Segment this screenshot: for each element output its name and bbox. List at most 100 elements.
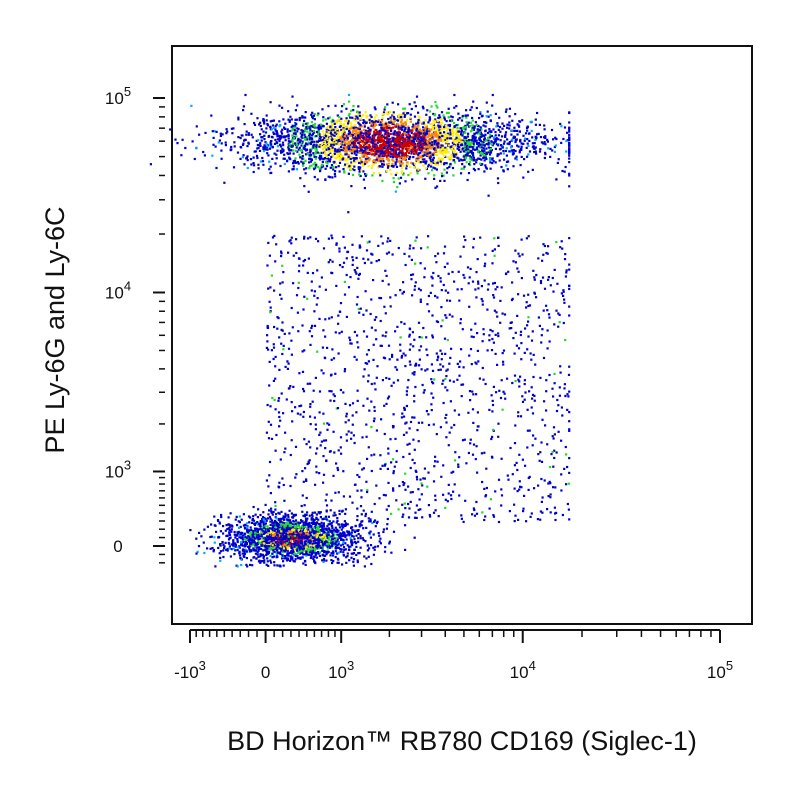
event-dot: [404, 524, 407, 527]
event-dot: [381, 179, 384, 183]
event-dot: [372, 172, 375, 175]
event-dot: [398, 127, 401, 130]
event-dot: [298, 146, 301, 149]
event-dot: [347, 153, 350, 157]
event-dot: [435, 141, 438, 144]
event-dot: [254, 552, 257, 555]
event-dot: [467, 172, 471, 175]
event-dot: [262, 556, 265, 559]
event-dot: [479, 162, 482, 165]
event-dot: [318, 158, 322, 161]
event-dot: [414, 138, 417, 141]
event-dot: [308, 165, 312, 168]
event-dot: [288, 140, 291, 143]
event-dot: [389, 133, 392, 136]
event-dot: [333, 542, 336, 545]
event-dot: [526, 155, 529, 158]
event-dot: [256, 536, 259, 539]
event-dot: [429, 110, 432, 113]
event-dot: [489, 114, 492, 117]
event-dot: [364, 162, 367, 165]
event-dot: [308, 151, 312, 154]
event-dot: [324, 550, 328, 553]
event-dot: [224, 529, 227, 532]
event-dot: [311, 133, 314, 136]
event-dot: [384, 136, 387, 139]
event-dot: [462, 141, 465, 144]
event-dot: [252, 536, 255, 539]
event-dot: [230, 530, 233, 533]
event-dot: [210, 535, 213, 538]
event-dot: [333, 132, 336, 136]
event-dot: [311, 521, 314, 524]
event-dot: [266, 557, 269, 560]
event-dot: [281, 106, 284, 109]
event-dot: [406, 150, 409, 153]
event-dot: [399, 162, 402, 165]
event-dot: [472, 154, 475, 157]
event-dot: [327, 142, 330, 145]
event-dot: [423, 123, 427, 126]
event-dot: [296, 536, 299, 539]
event-dot: [392, 116, 396, 119]
event-dot: [339, 154, 343, 157]
event-dot: [411, 127, 414, 130]
event-dot: [448, 119, 452, 122]
event-dot: [453, 126, 456, 129]
event-dot: [526, 126, 529, 129]
event-dot: [184, 146, 187, 150]
event-dot: [229, 512, 232, 515]
event-dot: [296, 130, 299, 133]
event-dot: [534, 138, 537, 141]
event-dot: [345, 117, 348, 120]
event-dot: [299, 177, 302, 180]
event-dot: [421, 138, 424, 142]
event-dot: [383, 123, 386, 126]
event-dot: [434, 118, 437, 121]
event-dot: [354, 126, 358, 129]
event-dot: [391, 162, 394, 165]
event-dot: [314, 166, 317, 169]
event-dot: [242, 109, 245, 112]
event-dot: [441, 132, 444, 135]
event-dot: [385, 169, 388, 172]
event-dot: [313, 168, 316, 171]
event-dot: [351, 168, 354, 171]
event-dot: [288, 146, 292, 149]
event-dot: [304, 153, 308, 156]
event-dot: [262, 518, 265, 521]
event-dot: [315, 156, 318, 159]
event-dot: [440, 124, 443, 127]
event-dot: [347, 163, 350, 166]
event-dot: [336, 150, 339, 153]
event-dot: [450, 120, 453, 123]
event-dot: [290, 546, 293, 549]
event-dot: [379, 121, 382, 124]
event-dot: [393, 141, 396, 145]
event-dot: [346, 137, 349, 140]
event-dot: [468, 163, 471, 166]
event-dot: [355, 545, 358, 548]
event-dot: [371, 147, 374, 150]
event-dot: [393, 124, 396, 127]
event-dot: [309, 142, 312, 146]
event-dot: [331, 176, 334, 179]
event-dot: [390, 173, 393, 176]
event-dot: [402, 164, 405, 167]
event-dot: [368, 152, 371, 155]
event-dot: [316, 546, 319, 549]
event-dot: [316, 534, 319, 537]
event-dot: [292, 165, 295, 168]
event-dot: [439, 160, 442, 163]
event-dot: [394, 173, 397, 176]
event-dot: [458, 130, 461, 133]
event-dot: [306, 153, 309, 156]
event-dot: [275, 528, 278, 531]
event-dot: [289, 559, 292, 562]
event-dot: [479, 146, 482, 149]
event-dot: [568, 154, 571, 157]
event-dot: [311, 529, 314, 532]
event-dot: [346, 166, 350, 169]
event-dot: [236, 151, 240, 154]
event-dot: [412, 140, 416, 143]
